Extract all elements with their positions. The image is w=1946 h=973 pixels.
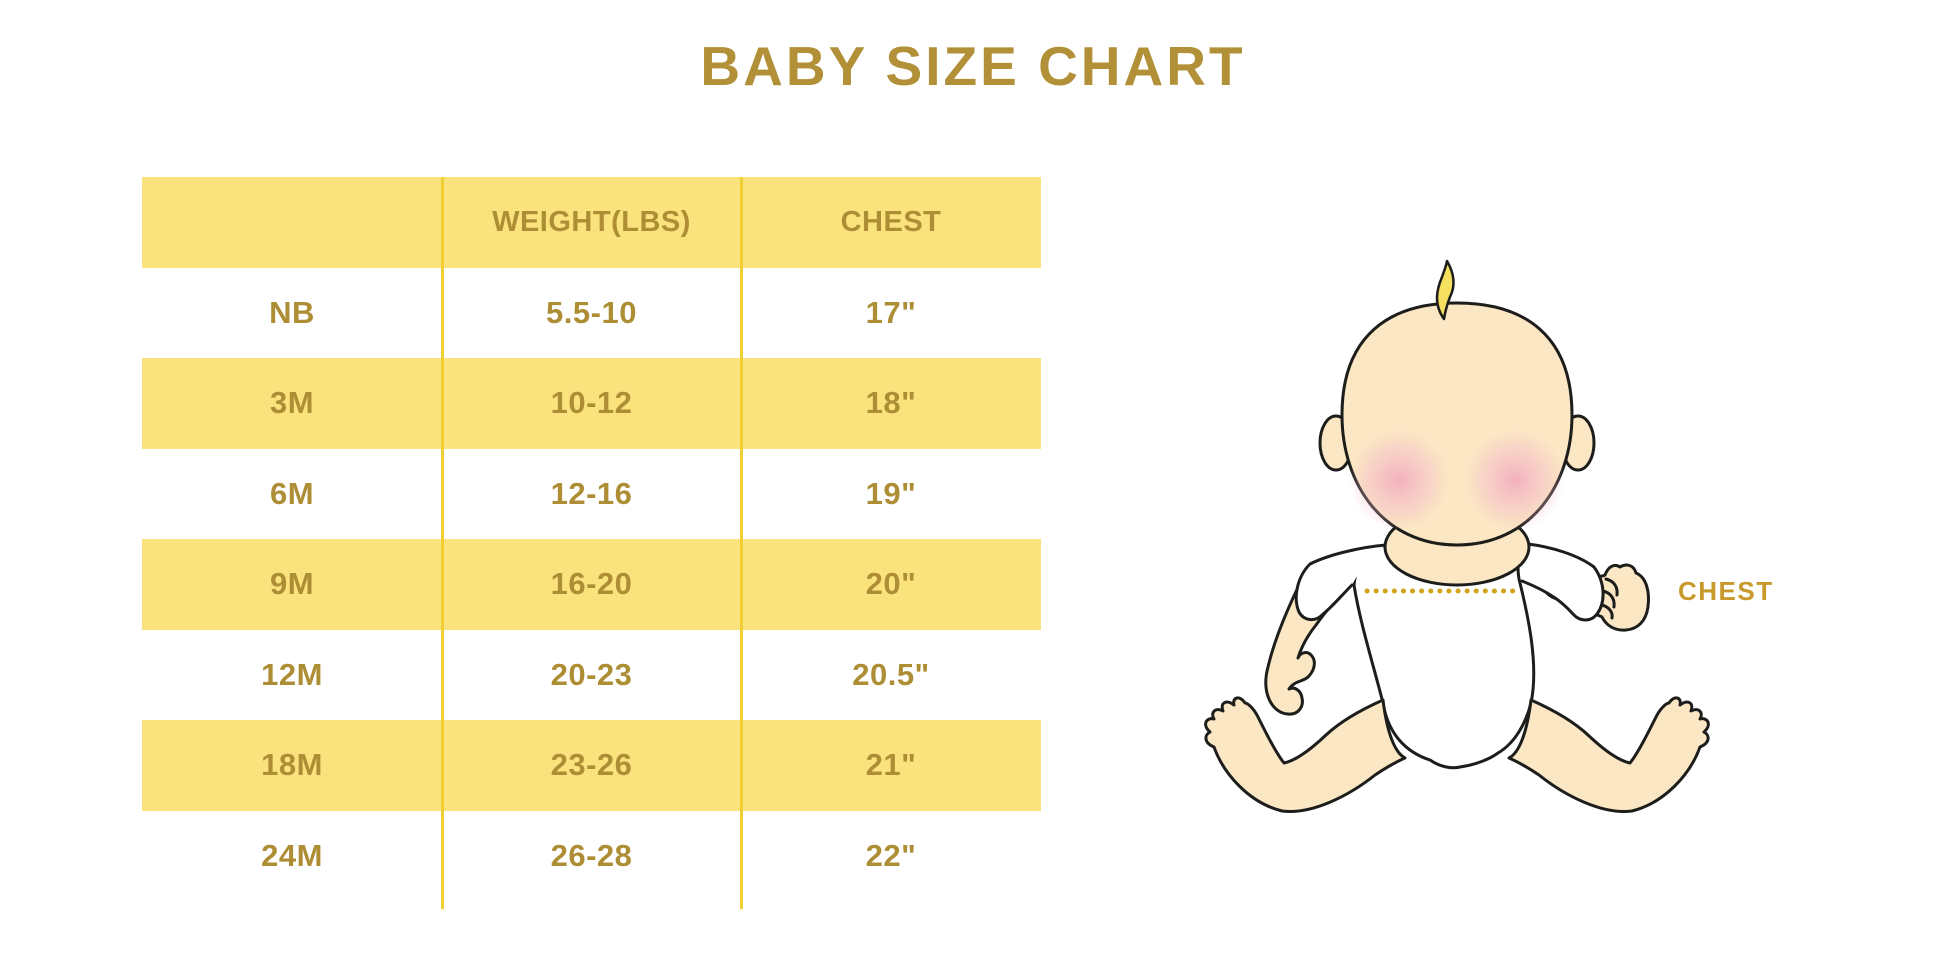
chest-cell: 17" xyxy=(865,294,917,330)
chest-cell: 19" xyxy=(865,475,917,511)
header-chest: CHEST xyxy=(840,205,942,238)
baby-illustration xyxy=(1190,255,1710,825)
baby-left-sleeve xyxy=(1296,545,1386,620)
weight-cell: 26-28 xyxy=(550,837,633,873)
chest-cell: 20.5" xyxy=(852,656,930,692)
size-cell: NB xyxy=(269,294,315,330)
weight-cell: 23-26 xyxy=(550,747,633,783)
table-row: 18M 23-26 21" xyxy=(142,720,1041,811)
chart-title: BABY SIZE CHART xyxy=(700,35,1246,97)
baby-right-sleeve xyxy=(1522,544,1604,620)
baby-left-blush xyxy=(1349,430,1449,530)
baby-right-leg xyxy=(1507,696,1710,814)
size-cell: 24M xyxy=(261,837,323,873)
table-row: 6M 12-16 19" xyxy=(142,449,1041,540)
chest-measurement-label: CHEST xyxy=(1678,576,1774,606)
chest-cell: 21" xyxy=(865,747,917,783)
table-row: 3M 10-12 18" xyxy=(142,358,1041,449)
table-header-row: WEIGHT(LBS) CHEST xyxy=(142,177,1041,268)
weight-cell: 12-16 xyxy=(550,475,633,511)
table-row: NB 5.5-10 17" xyxy=(142,268,1041,359)
size-cell: 12M xyxy=(261,656,323,692)
weight-cell: 5.5-10 xyxy=(546,294,637,330)
header-size xyxy=(142,177,442,268)
baby-left-leg xyxy=(1204,696,1407,814)
baby-svg xyxy=(1204,259,1710,814)
baby-fist-finger-lines xyxy=(1600,577,1619,620)
weight-cell: 16-20 xyxy=(550,566,633,602)
column-separator-line xyxy=(441,177,444,909)
chest-cell: 18" xyxy=(865,385,917,421)
header-weight: WEIGHT(LBS) xyxy=(492,205,691,238)
table-row: 12M 20-23 20.5" xyxy=(142,630,1041,721)
table-row: 9M 16-20 20" xyxy=(142,539,1041,630)
baby-hair-tuft xyxy=(1435,259,1455,321)
size-cell: 6M xyxy=(269,475,315,511)
chest-cell: 20" xyxy=(865,566,917,602)
size-cell: 18M xyxy=(261,747,323,783)
baby-size-table: WEIGHT(LBS) CHEST NB 5.5-10 17" 3M 10-12… xyxy=(142,177,1041,909)
weight-cell: 20-23 xyxy=(550,656,633,692)
baby-right-sleeve-edge xyxy=(1520,542,1605,622)
column-separator-line xyxy=(740,177,743,909)
table-row: 24M 26-28 22" xyxy=(142,811,1041,902)
size-cell: 9M xyxy=(269,566,315,602)
baby-left-sleeve-edge xyxy=(1294,543,1388,621)
weight-cell: 10-12 xyxy=(550,385,633,421)
chest-cell: 22" xyxy=(865,837,917,873)
baby-right-blush xyxy=(1465,430,1565,530)
size-cell: 3M xyxy=(269,385,315,421)
